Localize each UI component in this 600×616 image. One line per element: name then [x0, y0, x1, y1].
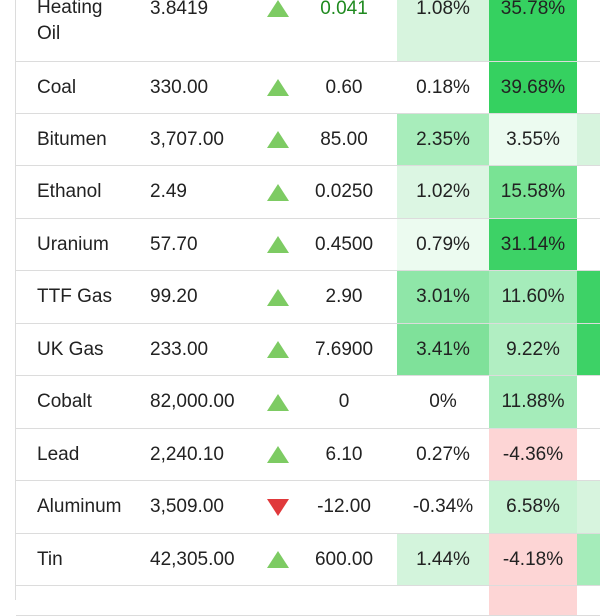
next-column-cell [577, 429, 600, 480]
last-price: 42,305.00 [150, 548, 235, 570]
price-change: 0.60 [325, 76, 363, 98]
percent-change: 0.18% [397, 62, 489, 113]
commodity-name: Aluminum [37, 496, 122, 517]
commodity-name: Uranium [37, 233, 109, 255]
arrow-up-icon [258, 324, 298, 375]
arrow-up-icon [258, 219, 298, 270]
arrow-up-icon [258, 166, 298, 218]
last-price: 330.00 [150, 76, 209, 98]
percent-change: 2.35% [397, 114, 489, 165]
percent-change: 3.01% [397, 271, 489, 323]
table-left-border [15, 0, 16, 600]
table-row[interactable]: Cobalt 82,000.00 0 0% 11.88% [16, 376, 600, 429]
next-column-cell [577, 324, 600, 375]
ytd-change: -4.36% [489, 429, 577, 480]
ytd-change: 11.88% [489, 376, 577, 428]
table-row[interactable]: Ethanol 2.49 0.0250 1.02% 15.58% [16, 166, 600, 219]
ytd-change: 9.22% [489, 324, 577, 375]
table-row[interactable]: Uranium 57.70 0.4500 0.79% 31.14% [16, 219, 600, 271]
percent-change: 3.41% [397, 324, 489, 375]
price-change: 85.00 [320, 128, 368, 150]
commodities-table: Heating Oil 3.8419 0.041 1.08% 35.78% Coal 330… [15, 0, 600, 616]
table-row[interactable]: Tin 42,305.00 600.00 1.44% -4.18% [16, 534, 600, 586]
next-column-cell [577, 0, 600, 61]
last-price: 2,240.10 [150, 443, 224, 465]
ytd-change: 39.68% [489, 62, 577, 113]
last-price [150, 586, 260, 615]
arrow-down-icon [258, 481, 298, 533]
ytd-change: 11.60% [489, 271, 577, 323]
arrow-up-icon [258, 62, 298, 113]
commodity-name: Coal [37, 76, 77, 98]
price-change [290, 586, 398, 615]
percent-change: 0.79% [397, 219, 489, 270]
commodity-name: UK Gas [37, 338, 104, 360]
table-row[interactable]: Bitumen 3,707.00 85.00 2.35% 3.55% [16, 114, 600, 166]
table-row[interactable]: Aluminum 3,509.00 -12.00 -0.34% 6.58% [16, 481, 600, 534]
percent-change: 0% [397, 376, 489, 428]
next-column-cell [577, 62, 600, 113]
price-change: 0.4500 [314, 233, 374, 255]
table-row[interactable]: Coal 330.00 0.60 0.18% 39.68% [16, 62, 600, 114]
table-row[interactable] [16, 586, 600, 616]
percent-change: 1.08% [397, 0, 489, 61]
last-price: 82,000.00 [150, 391, 235, 412]
last-price: 57.70 [150, 233, 198, 255]
percent-change: -0.34% [397, 481, 489, 533]
commodity-name: Lead [37, 443, 80, 465]
arrow-up-icon [258, 376, 298, 428]
ytd-change: 35.78% [489, 0, 577, 61]
arrow-up-icon [258, 271, 298, 323]
ytd-change: -4.18% [489, 534, 577, 585]
arrow-up-icon [258, 114, 298, 165]
commodity-name: TTF Gas [37, 286, 112, 307]
next-column-cell [577, 376, 600, 428]
price-change: 0.0250 [314, 181, 374, 202]
ytd-change [489, 586, 577, 615]
price-change: 0 [338, 391, 350, 412]
last-price: 3.8419 [150, 0, 209, 19]
next-column-cell [577, 114, 600, 165]
table-row[interactable]: UK Gas 233.00 7.6900 3.41% 9.22% [16, 324, 600, 376]
ytd-change: 15.58% [489, 166, 577, 218]
last-price: 99.20 [150, 286, 198, 307]
price-change: 6.10 [325, 443, 363, 465]
commodity-name: Ethanol [37, 181, 102, 202]
next-column-cell [577, 166, 600, 218]
last-price: 3,707.00 [150, 128, 224, 150]
price-change: 2.90 [325, 286, 363, 307]
next-column-cell [577, 219, 600, 270]
ytd-change: 31.14% [489, 219, 577, 270]
commodity-name: Bitumen [37, 128, 107, 150]
last-price: 2.49 [150, 181, 187, 202]
next-column-cell [577, 481, 600, 533]
ytd-change: 6.58% [489, 481, 577, 533]
arrow-up-icon [258, 0, 298, 61]
table-row[interactable]: TTF Gas 99.20 2.90 3.01% 11.60% [16, 271, 600, 324]
percent-change: 1.02% [397, 166, 489, 218]
commodity-name: Heating Oil [37, 0, 103, 44]
table-row[interactable]: Lead 2,240.10 6.10 0.27% -4.36% [16, 429, 600, 481]
commodity-name [16, 586, 132, 615]
percent-change: 0.27% [397, 429, 489, 480]
price-change: 7.6900 [314, 338, 374, 360]
commodity-name: Cobalt [37, 391, 92, 412]
commodity-name: Tin [37, 548, 63, 570]
percent-change: 1.44% [397, 534, 489, 585]
percent-change [397, 586, 489, 615]
arrow-up-icon [258, 534, 298, 585]
next-column-cell [577, 586, 600, 615]
price-change: 600.00 [314, 548, 374, 570]
table-row[interactable]: Heating Oil 3.8419 0.041 1.08% 35.78% [16, 0, 600, 62]
price-change: 0.041 [320, 0, 368, 19]
ytd-change: 3.55% [489, 114, 577, 165]
next-column-cell [577, 271, 600, 323]
arrow-up-icon [258, 429, 298, 480]
last-price: 3,509.00 [150, 496, 224, 517]
next-column-cell [577, 534, 600, 585]
last-price: 233.00 [150, 338, 209, 360]
price-change: -12.00 [317, 496, 371, 517]
